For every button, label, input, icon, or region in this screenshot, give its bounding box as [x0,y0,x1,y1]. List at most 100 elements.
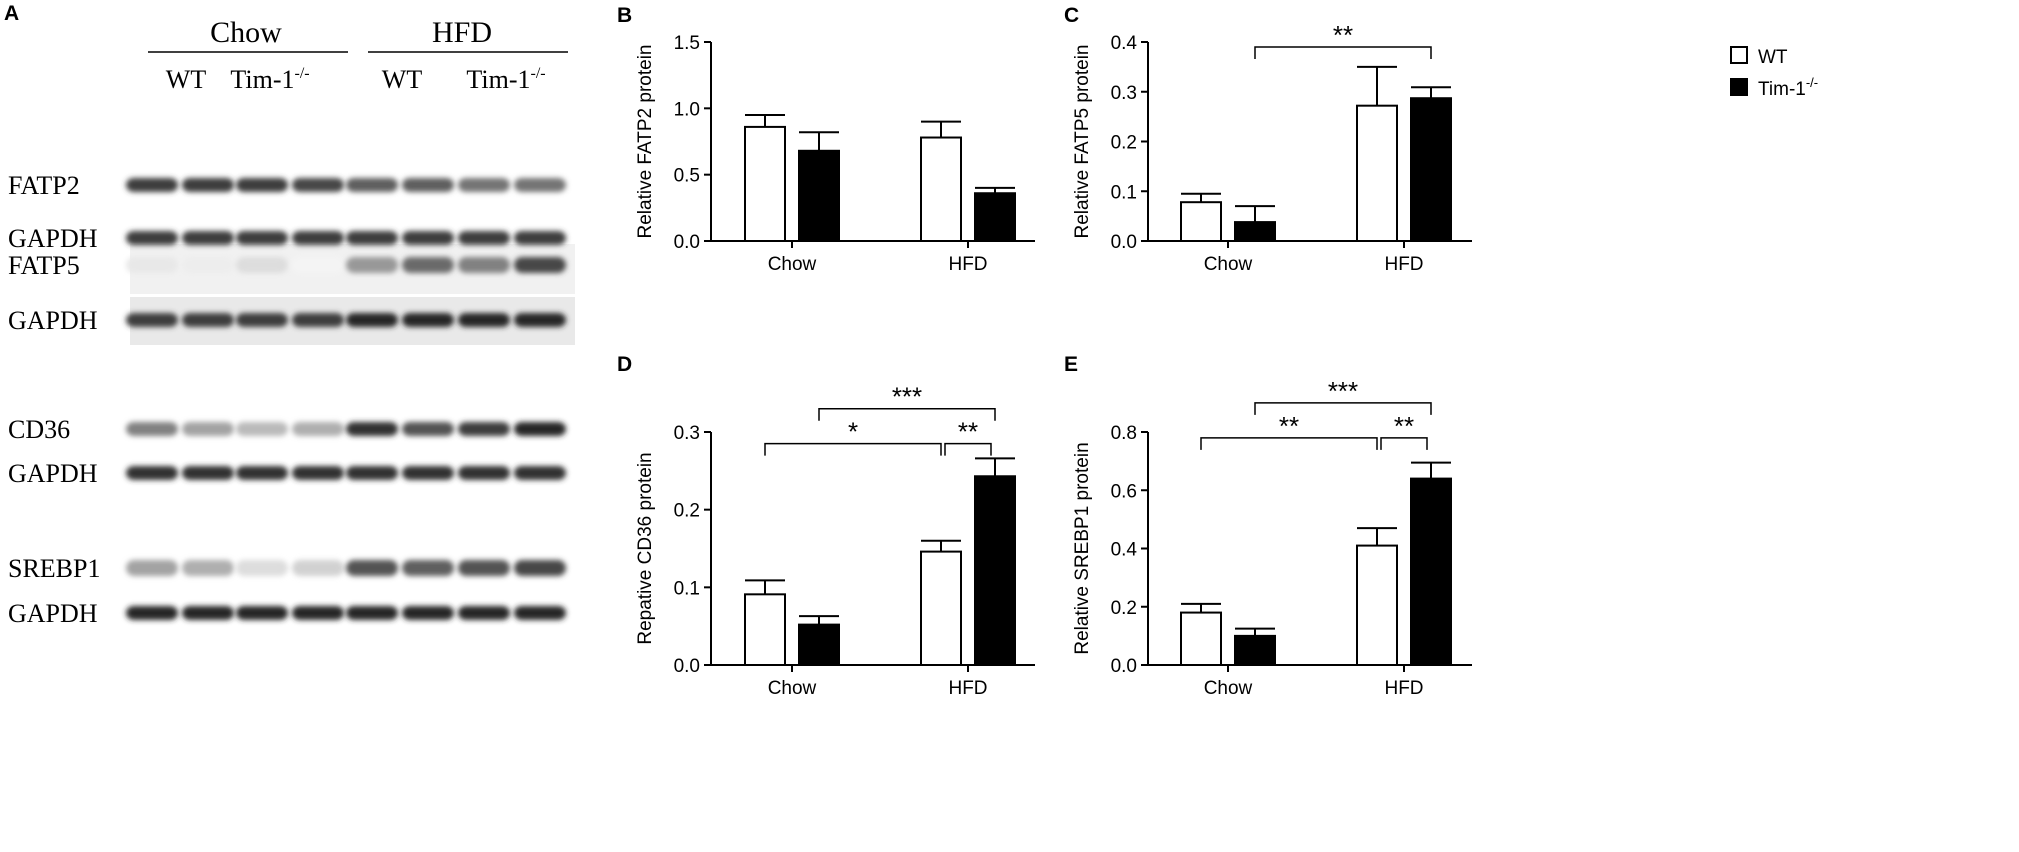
blot-band [346,560,398,576]
blot-band [182,178,234,192]
blot-band [126,178,178,192]
blot-band [346,231,398,245]
significance-bracket [1254,46,1432,59]
blot-band [514,606,566,620]
genotype-label-1: WT [166,65,207,94]
bar [1356,104,1398,243]
blot-band [402,560,454,576]
blot-band [182,560,234,576]
blot-label-1: GAPDH [8,224,98,253]
blot-band [292,422,344,436]
legend: WT Tim-1-/- [1730,46,1818,100]
blot-band [236,606,288,620]
blot-band [458,231,510,245]
significance-label: *** [892,382,922,412]
chart-panel-e: E 0.0 0.2 0.4 0.6 0.8 Relative SREBP1 protein C… [1064,353,1472,699]
bar [1234,221,1276,243]
genotype-label-2-base: Tim-1 [230,65,294,94]
y-tick-label: 0.4 [1111,540,1138,561]
genotype-label-2: Tim-1-/- [230,65,309,94]
x-tick-label: HFD [948,678,987,699]
legend-label-tim1: Tim-1-/- [1758,75,1818,100]
bar [920,136,962,243]
significance-bracket [1200,437,1378,450]
blot-row-7: GAPDH [8,599,566,628]
blot-band [126,313,178,327]
blot-band [292,313,344,327]
blot-band [236,422,288,436]
y-tick-label: 0.3 [674,423,700,444]
genotype-label-4: Tim-1-/- [466,65,545,94]
blot-band [514,422,566,436]
x-tick-label: HFD [1384,254,1423,275]
blot-band [402,257,454,273]
y-tick-label: 0.0 [1111,656,1137,677]
y-tick-label: 0.1 [674,578,700,599]
blot-band [292,231,344,245]
blot-row-2: FATP5 [8,251,566,280]
significance-label: ** [1394,411,1414,441]
blot-band [458,560,510,576]
legend-swatch-tim1 [1730,78,1748,96]
legend-label-tim1-base: Tim-1 [1758,79,1806,100]
legend-label-wt: WT [1758,47,1788,68]
genotype-label-4-sup: -/- [530,65,545,82]
blot-label-6: SREBP1 [8,554,101,583]
y-axis-label: Relative SREBP1 protein [1072,442,1093,654]
blot-band [236,178,288,192]
panel-letter: E [1064,353,1078,376]
blot-row-6: SREBP1 [8,554,566,583]
blot-band [514,313,566,327]
blot-band [458,466,510,480]
blot-band [236,313,288,327]
blot-band [402,231,454,245]
x-tick-label: Chow [1204,678,1253,699]
bar [1180,201,1222,243]
blot-row-4: CD36 [8,415,566,444]
panel-letter: B [617,4,632,27]
bar [974,475,1016,666]
bar [1410,477,1452,666]
blot-band [402,313,454,327]
chart-panel-d: D 0.0 0.1 0.2 0.3 Repative CD36 protein Chow HF… [617,353,1035,699]
blot-band [182,313,234,327]
blot-band [126,560,178,576]
chart-panel-b: B 0.0 0.5 1.0 1.5 Relative FATP2 protein Chow H… [617,4,1035,275]
y-tick-label: 0.0 [1111,232,1137,253]
y-axis-label: Relative FATP5 protein [1072,45,1093,239]
genotype-label-4-base: Tim-1 [466,65,530,94]
panel-letter-a: A [4,2,19,25]
significance-bracket [1254,402,1432,415]
blot-band [182,606,234,620]
y-tick-label: 0.5 [674,166,700,187]
significance-bracket [944,442,992,456]
y-tick-label: 0.3 [1111,83,1137,104]
bar [744,125,786,242]
blot-band [292,466,344,480]
blot-row-3: GAPDH [8,306,566,335]
blot-label-4: CD36 [8,415,70,444]
y-tick-label: 0.1 [1111,182,1137,203]
bar [1180,611,1222,667]
blot-band [182,257,234,273]
significance-label: ** [958,417,978,447]
blot-band [292,178,344,192]
significance-bracket [764,442,942,456]
blot-band [514,231,566,245]
blot-band [346,466,398,480]
blot-band [458,313,510,327]
y-axis-label: Relative FATP2 protein [635,45,656,239]
significance-label: ** [1333,20,1353,50]
blot-band [458,606,510,620]
y-tick-label: 0.6 [1111,481,1137,502]
chart-panel-c: C 0.0 0.1 0.2 0.3 0.4 Relative FATP5 protein Ch… [1064,4,1472,275]
bar [1356,544,1398,667]
panel-letter: C [1064,4,1079,27]
blot-band [346,422,398,436]
blot-band [182,422,234,436]
blot-band [402,466,454,480]
blot-band [514,466,566,480]
significance-label: * [848,417,858,447]
significance-label: *** [1328,376,1358,406]
